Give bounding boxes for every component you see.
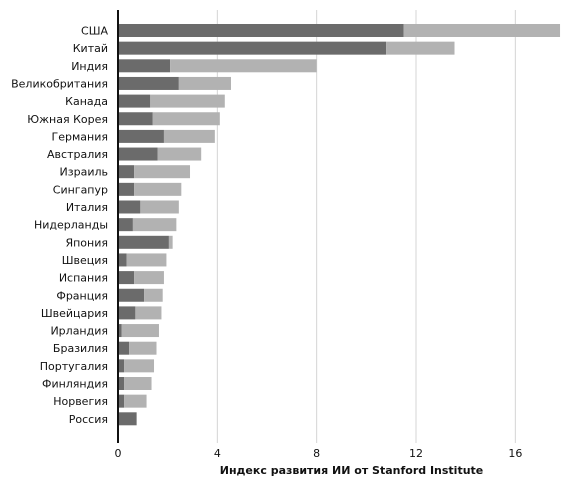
bar-segment-2 bbox=[170, 59, 317, 73]
bar-segment-1 bbox=[118, 359, 125, 373]
bar-segment-1 bbox=[118, 200, 141, 214]
bar-segment-2 bbox=[121, 324, 159, 338]
category-label: Ирландия bbox=[50, 325, 108, 338]
bars bbox=[118, 24, 561, 426]
bar-segment-1 bbox=[118, 306, 136, 320]
bar-segment-2 bbox=[134, 182, 182, 196]
category-label: Австралия bbox=[47, 148, 108, 161]
category-label: Израиль bbox=[60, 166, 108, 179]
category-label: Индия bbox=[71, 60, 108, 73]
category-labels: США Китай Индия Великобритания Канада Южная К… bbox=[11, 25, 108, 426]
category-label: Норвегия bbox=[53, 395, 108, 408]
bar-segment-1 bbox=[118, 377, 125, 390]
category-label: Франция bbox=[56, 289, 108, 302]
bar-segment-1 bbox=[118, 324, 122, 338]
bar-segment-1 bbox=[118, 112, 153, 126]
category-label: Швеция bbox=[62, 254, 108, 267]
bar-segment-2 bbox=[157, 147, 202, 161]
x-tick-label: 4 bbox=[214, 447, 221, 460]
bar-segment-2 bbox=[132, 218, 177, 232]
bar-segment-1 bbox=[118, 341, 130, 355]
bar-segment-2 bbox=[403, 24, 561, 37]
bar-segment-1 bbox=[118, 147, 158, 161]
bar-segment-1 bbox=[118, 218, 133, 232]
bar-segment-1 bbox=[118, 288, 145, 302]
category-label: Финляндия bbox=[42, 378, 108, 391]
bar-segment-1 bbox=[118, 129, 164, 143]
x-tick-label: 0 bbox=[115, 447, 122, 460]
bar-segment-2 bbox=[134, 165, 191, 179]
bar-segment-2 bbox=[150, 94, 225, 108]
bar-segment-2 bbox=[140, 200, 179, 214]
bar-segment-2 bbox=[124, 359, 155, 373]
bar-segment-1 bbox=[118, 94, 151, 108]
bar-segment-2 bbox=[135, 306, 162, 320]
bar-segment-1 bbox=[118, 182, 135, 196]
category-label: Бразилия bbox=[53, 342, 108, 355]
bar-segment-1 bbox=[118, 235, 169, 249]
category-label: Германия bbox=[52, 130, 108, 143]
x-tick-label: 12 bbox=[409, 447, 423, 460]
bar-segment-2 bbox=[178, 76, 231, 90]
bar-segment-2 bbox=[144, 288, 163, 302]
bar-segment-1 bbox=[118, 59, 171, 73]
bar-segment-2 bbox=[126, 253, 167, 267]
bar-segment-2 bbox=[386, 41, 455, 55]
category-label: США bbox=[81, 25, 108, 38]
category-label: Португалия bbox=[40, 360, 108, 373]
bar-segment-2 bbox=[124, 394, 147, 408]
bar-segment-2 bbox=[152, 112, 220, 126]
bar-segment-1 bbox=[118, 165, 135, 179]
bar-segment-1 bbox=[118, 394, 125, 408]
grid-lines bbox=[216, 10, 516, 443]
x-tick-labels: 0 4 8 12 16 bbox=[115, 447, 523, 460]
x-tick-label: 16 bbox=[508, 447, 522, 460]
bar-segment-1 bbox=[118, 412, 137, 426]
category-label: Россия bbox=[69, 413, 108, 426]
bar-segment-2 bbox=[168, 235, 173, 249]
category-label: Италия bbox=[66, 201, 108, 214]
x-axis-title: Индекс развития ИИ от Stanford Institute bbox=[220, 464, 484, 477]
category-label: Испания bbox=[59, 272, 108, 285]
bar-segment-2 bbox=[134, 271, 164, 285]
bar-segment-1 bbox=[118, 76, 179, 90]
category-label: Китай bbox=[73, 42, 108, 55]
bar-segment-2 bbox=[129, 341, 157, 355]
category-label: Нидерланды bbox=[34, 219, 108, 232]
category-label: Канада bbox=[65, 95, 108, 108]
x-tick-label: 8 bbox=[313, 447, 320, 460]
category-label: Швейцария bbox=[41, 307, 108, 320]
bar-segment-1 bbox=[118, 41, 387, 55]
bar-segment-2 bbox=[163, 129, 215, 143]
category-label: Южная Корея bbox=[27, 113, 108, 126]
bar-segment-1 bbox=[118, 253, 127, 267]
bar-segment-1 bbox=[118, 271, 135, 285]
category-label: Сингапур bbox=[53, 183, 108, 196]
bar-segment-2 bbox=[124, 377, 152, 390]
category-label: Великобритания bbox=[11, 77, 108, 90]
category-label: Япония bbox=[65, 236, 108, 249]
bar-segment-1 bbox=[118, 24, 404, 37]
